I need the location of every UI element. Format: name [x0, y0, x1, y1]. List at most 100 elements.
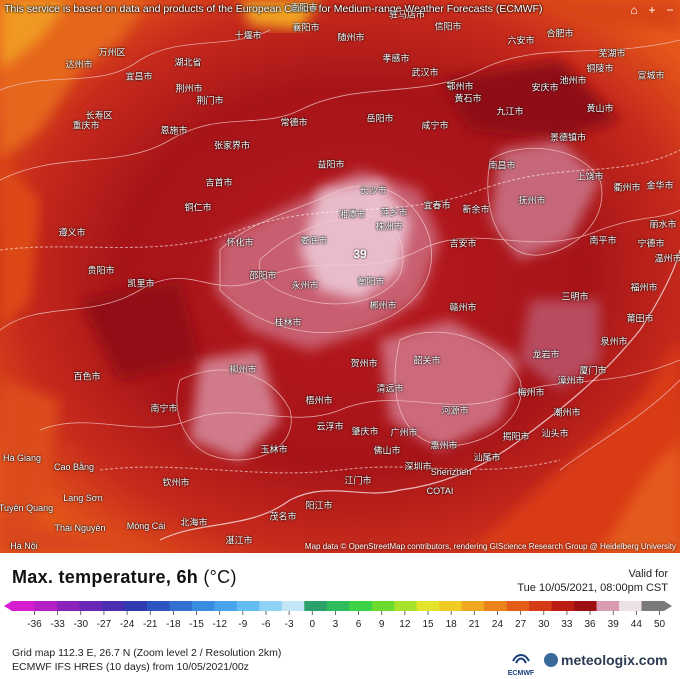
city-label: 潮州市	[553, 407, 581, 418]
city-label: 景德镇市	[549, 132, 587, 143]
map-canvas	[0, 0, 680, 553]
city-label: 合肥市	[546, 28, 574, 39]
city-label: 永州市	[291, 280, 319, 291]
city-label: 萍乡市	[380, 207, 408, 218]
city-label: 湘潭市	[338, 209, 366, 220]
scale-swatch	[101, 601, 125, 611]
scale-swatch	[259, 601, 283, 611]
city-label: 清远市	[376, 383, 404, 394]
scale-tick-label: -33	[50, 619, 65, 630]
scale-swatch	[214, 601, 238, 611]
model-info: ECMWF IFS HRES (10 days) from 10/05/2021…	[12, 661, 249, 673]
city-label: 抚州市	[518, 195, 546, 206]
scale-swatch	[79, 601, 103, 611]
scale-swatch	[506, 601, 530, 611]
city-label: 吉首市	[205, 177, 233, 188]
scale-tick-label: -6	[262, 619, 271, 630]
city-label: 揭阳市	[502, 431, 530, 442]
city-label: 怀化市	[226, 237, 254, 248]
city-label: 黄山市	[586, 103, 614, 114]
city-label: 佛山市	[373, 445, 401, 456]
city-label: 贺州市	[350, 358, 378, 369]
city-label: 重庆市	[72, 120, 100, 131]
scale-tick-label: 33	[561, 619, 573, 630]
city-label: 温州市	[654, 253, 680, 264]
zoom-in-icon[interactable]: +	[648, 3, 656, 17]
scale-swatch	[56, 601, 80, 611]
map-title: Max. temperature, 6h (°C)	[12, 567, 237, 588]
scale-arrow-high	[664, 601, 672, 611]
scale-tick-label: 50	[654, 619, 666, 630]
scale-swatch	[236, 601, 260, 611]
scale-tick-label: -18	[166, 619, 181, 630]
scale-tick-label: 15	[422, 619, 434, 630]
scale-swatch	[416, 601, 440, 611]
ecmwf-attribution-banner: This service is based on data and produc…	[4, 3, 543, 15]
scale-swatch	[281, 601, 305, 611]
scale-swatch	[439, 601, 463, 611]
city-label: 襄阳市	[292, 22, 320, 33]
city-label: 河源市	[441, 405, 469, 416]
city-label: 惠州市	[430, 440, 458, 451]
city-label: 梅州市	[517, 387, 545, 398]
title-text: Max. temperature, 6h	[12, 567, 199, 587]
city-label: 汕头市	[541, 428, 569, 439]
temperature-map[interactable]: This service is based on data and produc…	[0, 0, 680, 553]
map-data-attribution: Map data © OpenStreetMap contributors, r…	[304, 542, 676, 551]
city-label: 铜陵市	[586, 63, 614, 74]
city-label: 株洲市	[375, 221, 403, 232]
city-label: 北海市	[180, 517, 208, 528]
city-label: 百色市	[73, 371, 101, 382]
scale-tick-label: -21	[143, 619, 158, 630]
scale-swatch	[551, 601, 575, 611]
scale-tick-label: 30	[538, 619, 550, 630]
scale-tick-label: 39	[608, 619, 620, 630]
city-label: 衢州市	[613, 182, 641, 193]
scale-tick-label: -27	[97, 619, 112, 630]
city-label: 汕尾市	[473, 452, 501, 463]
scale-tick-label: 12	[399, 619, 411, 630]
brand-text: meteologix.com	[561, 652, 668, 668]
scale-swatch	[12, 601, 35, 611]
city-label: 宁德市	[637, 238, 665, 249]
city-label: 南阳市	[290, 2, 318, 13]
scale-tick-label: -9	[238, 619, 247, 630]
scale-swatch	[394, 601, 418, 611]
city-label: COTAI	[426, 486, 454, 496]
city-label: 宜昌市	[125, 71, 153, 82]
zoom-out-icon[interactable]: −	[666, 3, 674, 17]
scale-tick-label: 44	[631, 619, 643, 630]
city-label: 桂林市	[274, 317, 302, 328]
city-label: 泉州市	[600, 336, 628, 347]
city-label: 恩施市	[160, 125, 188, 136]
grid-info: Grid map 112.3 E, 26.7 N (Zoom level 2 /…	[12, 647, 282, 659]
scale-swatch	[326, 601, 350, 611]
scale-swatch	[169, 601, 193, 611]
city-label: 益阳市	[317, 159, 345, 170]
scale-swatch	[146, 601, 170, 611]
scale-swatch	[304, 601, 328, 611]
meteologix-logo[interactable]: meteologix.com	[544, 652, 668, 668]
scale-tick-label: 36	[584, 619, 596, 630]
city-label: 岳阳市	[366, 113, 394, 124]
city-label: 达州市	[65, 59, 93, 70]
title-unit: (°C)	[203, 567, 237, 587]
city-label: 凯里市	[127, 278, 155, 289]
meteologix-icon	[544, 653, 558, 667]
city-label: 广州市	[390, 427, 418, 438]
home-icon[interactable]: ⌂	[630, 3, 638, 17]
city-label: 肇庆市	[351, 426, 379, 437]
scale-tick-label: 9	[379, 619, 385, 630]
scale-tick-label: -30	[74, 619, 89, 630]
scale-tick-label: 3	[333, 619, 339, 630]
scale-tick-label: 27	[515, 619, 527, 630]
city-label: 福州市	[630, 282, 658, 293]
city-label: 韶关市	[413, 355, 441, 366]
valid-time: Tue 10/05/2021, 08:00pm CST	[517, 582, 668, 594]
scale-swatch	[191, 601, 215, 611]
city-label: 信阳市	[434, 21, 462, 32]
city-label: 宜春市	[423, 200, 451, 211]
city-label: 南昌市	[488, 160, 516, 171]
city-label: 邵阳市	[249, 270, 277, 281]
city-label: 武汉市	[411, 67, 439, 78]
